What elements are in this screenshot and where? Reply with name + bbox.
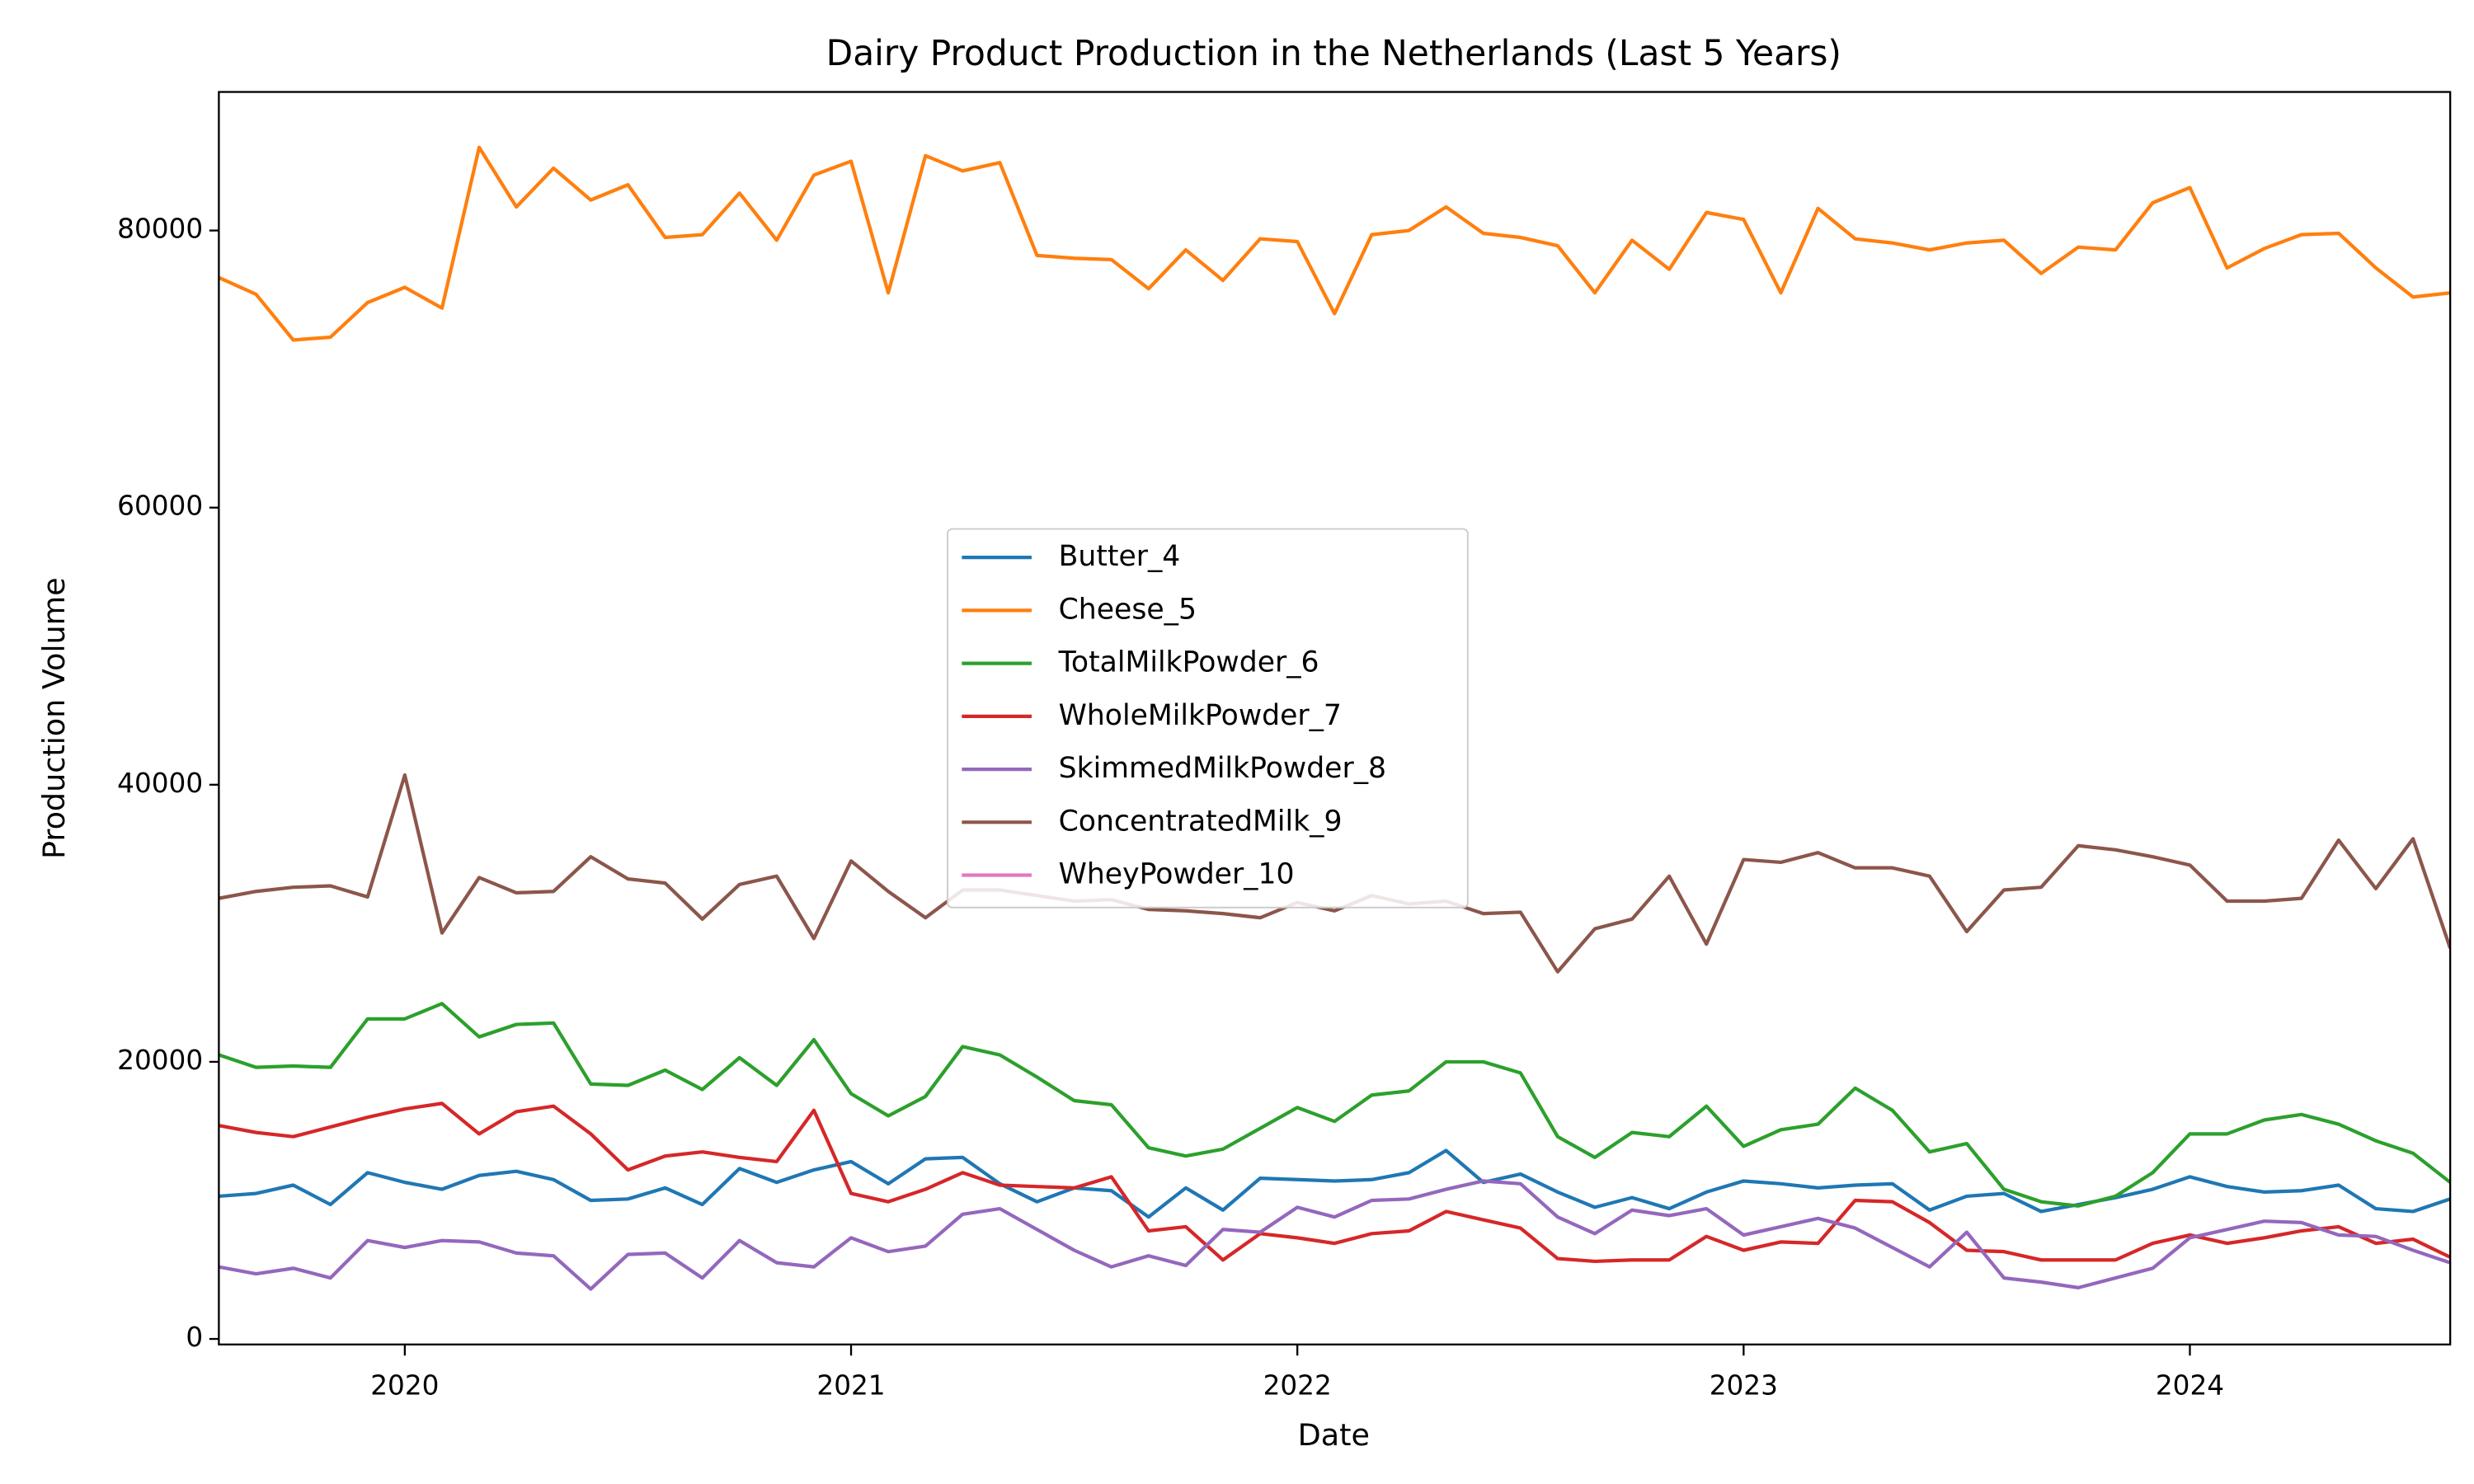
plot-area [219, 145, 2451, 1291]
x-tick-label: 2021 [816, 1370, 885, 1402]
series-line [219, 1179, 2451, 1291]
legend-label: Butter_4 [1059, 540, 1181, 573]
y-tick-label: 0 [186, 1322, 203, 1353]
chart-title: Dairy Product Production in the Netherla… [826, 33, 1841, 73]
plot-frame [218, 91, 2452, 1345]
legend-label: SkimmedMilkPowder_8 [1059, 752, 1386, 785]
legend-label: WheyPowder_10 [1059, 858, 1295, 891]
series-line [219, 773, 2451, 974]
y-tick-label: 80000 [117, 214, 203, 245]
x-tick-label: 2024 [2156, 1370, 2224, 1402]
y-axis-label: Production Volume [36, 577, 72, 859]
x-tick-label: 2022 [1263, 1370, 1332, 1402]
y-tick-label: 60000 [117, 491, 203, 522]
series-line [219, 145, 2451, 342]
series-line [219, 1002, 2451, 1208]
legend-box [947, 528, 1469, 909]
legend: Butter_4 Cheese_5 TotalMilkPowder_6 WholeMi… [947, 528, 1469, 909]
legend-label: TotalMilkPowder_6 [1058, 646, 1319, 679]
legend-label: Cheese_5 [1059, 593, 1197, 626]
x-tick-label: 2023 [1710, 1370, 1778, 1402]
y-tick-label: 20000 [117, 1045, 203, 1076]
x-axis-label: Date [1298, 1417, 1370, 1453]
x-tick-label: 2020 [370, 1370, 439, 1402]
legend-label: ConcentratedMilk_9 [1059, 805, 1343, 838]
legend-label: WholeMilkPowder_7 [1059, 699, 1342, 732]
y-tick-label: 40000 [117, 768, 203, 799]
series-line [219, 1101, 2451, 1264]
